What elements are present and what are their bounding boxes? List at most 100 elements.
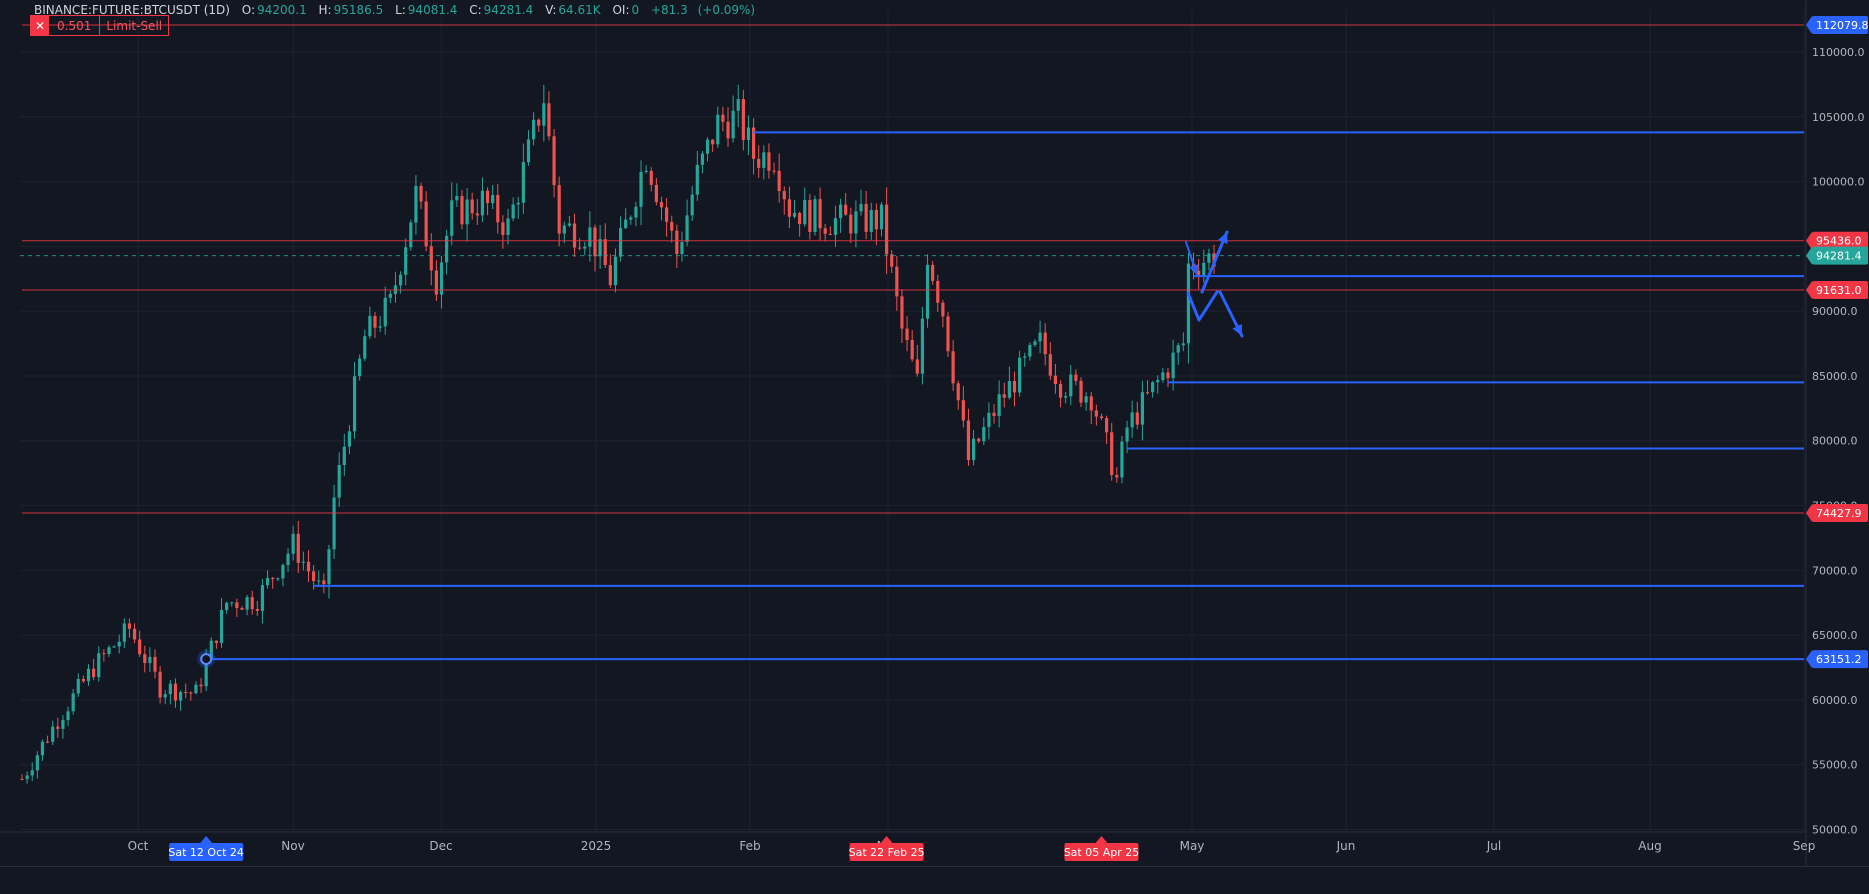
- candle-down: [818, 199, 822, 229]
- current-price-tag-arrow: [1806, 246, 1812, 265]
- candle-up: [107, 647, 111, 655]
- date-marker-bg: [169, 843, 244, 861]
- candle-down: [890, 254, 894, 267]
- candle-up: [76, 679, 80, 694]
- order-quantity[interactable]: 0.501: [49, 16, 101, 35]
- time-tick-label: Sep: [1793, 839, 1816, 853]
- candle-down: [173, 683, 178, 701]
- candle-down: [138, 639, 142, 655]
- time-tick-label: Jul: [1486, 839, 1501, 853]
- candle-down: [1099, 416, 1104, 419]
- symbol-title[interactable]: BINANCE:FUTURE:BTCUSDT (1D): [34, 3, 230, 17]
- candle-up: [1171, 352, 1175, 379]
- price-tag-label-arrow: [1806, 650, 1812, 669]
- candle-up: [629, 217, 633, 220]
- candle-down: [931, 264, 935, 281]
- candle-down: [956, 383, 960, 401]
- candle-down: [184, 691, 188, 693]
- open-value: 94200.1: [257, 3, 307, 17]
- candle-up: [521, 162, 525, 203]
- candle-up: [363, 336, 367, 359]
- candle-up: [219, 609, 224, 644]
- time-tick-label: Feb: [739, 839, 760, 853]
- candle-down: [977, 438, 981, 442]
- candle-down: [936, 280, 940, 303]
- close-order-icon[interactable]: ✕: [31, 16, 49, 35]
- projection-arrow-up: [1200, 230, 1229, 294]
- candle-up: [40, 741, 45, 756]
- candle-down: [951, 351, 955, 384]
- candle-down: [81, 679, 85, 682]
- candle-up: [1130, 412, 1134, 428]
- candle-up: [920, 318, 925, 374]
- order-type[interactable]: Limit-Sell: [106, 18, 163, 33]
- limit-sell-order[interactable]: ✕ 0.501 Limit-Sell: [30, 15, 170, 36]
- price-tag-label-bg: [1812, 231, 1868, 250]
- candle-up: [532, 119, 536, 140]
- candle-up: [358, 358, 362, 377]
- candle-up: [1161, 372, 1165, 380]
- time-tick-label: 2025: [581, 839, 612, 853]
- candle-up: [639, 172, 643, 207]
- candle-down: [475, 213, 479, 216]
- candle-down: [844, 204, 848, 215]
- price-tick-label: 55000.0: [1812, 759, 1858, 772]
- candle-up: [439, 262, 444, 295]
- candle-up: [879, 204, 884, 230]
- candle-up: [245, 597, 249, 610]
- candle-down: [946, 316, 950, 352]
- candle-up: [685, 215, 689, 242]
- candle-up: [398, 274, 403, 286]
- candle-up: [178, 691, 183, 701]
- candle-up: [491, 195, 495, 204]
- candle-up: [51, 726, 55, 742]
- candle-down: [910, 339, 914, 360]
- candle-down: [1166, 372, 1170, 379]
- candle-up: [618, 228, 623, 257]
- close-value: 94281.4: [483, 3, 534, 17]
- candle-up: [854, 211, 858, 234]
- change-pct-value: (+0.09%): [697, 3, 756, 17]
- candle-down: [578, 247, 582, 249]
- candle-down: [1053, 375, 1058, 385]
- candle-up: [762, 152, 766, 168]
- candle-down: [992, 412, 996, 416]
- candle-up: [690, 194, 694, 216]
- volume-value: 64.61K: [558, 3, 601, 17]
- candle-up: [409, 222, 413, 248]
- candle-up: [1028, 345, 1032, 357]
- candle-up: [1156, 379, 1160, 383]
- candle-down: [915, 359, 919, 374]
- candle-down: [593, 227, 597, 257]
- candle-up: [286, 553, 290, 565]
- candle-up: [506, 218, 510, 235]
- candle-up: [583, 246, 587, 249]
- candle-down: [741, 99, 745, 140]
- candle-down: [787, 199, 791, 217]
- candle-down: [56, 726, 60, 729]
- candle-up: [1084, 396, 1088, 403]
- candle-up: [86, 668, 91, 682]
- price-tick-label: 85000.0: [1812, 370, 1858, 383]
- candle-up: [414, 185, 418, 223]
- candle-down: [255, 609, 259, 611]
- candle-down: [757, 158, 761, 168]
- candle-up: [301, 561, 305, 563]
- candle-down: [1074, 374, 1078, 381]
- candle-down: [419, 185, 423, 202]
- candle-down: [885, 204, 889, 255]
- candle-up: [803, 199, 807, 225]
- candle-down: [158, 671, 162, 698]
- candle-up: [598, 239, 602, 257]
- date-marker-arrow: [200, 836, 213, 843]
- candle-down: [874, 210, 878, 230]
- candle-down: [782, 191, 786, 200]
- candle-down: [199, 684, 203, 687]
- candle-up: [1186, 263, 1191, 344]
- candle-up: [716, 114, 720, 145]
- candle-down: [864, 203, 868, 232]
- candle-up: [342, 446, 346, 466]
- candle-up: [148, 656, 152, 664]
